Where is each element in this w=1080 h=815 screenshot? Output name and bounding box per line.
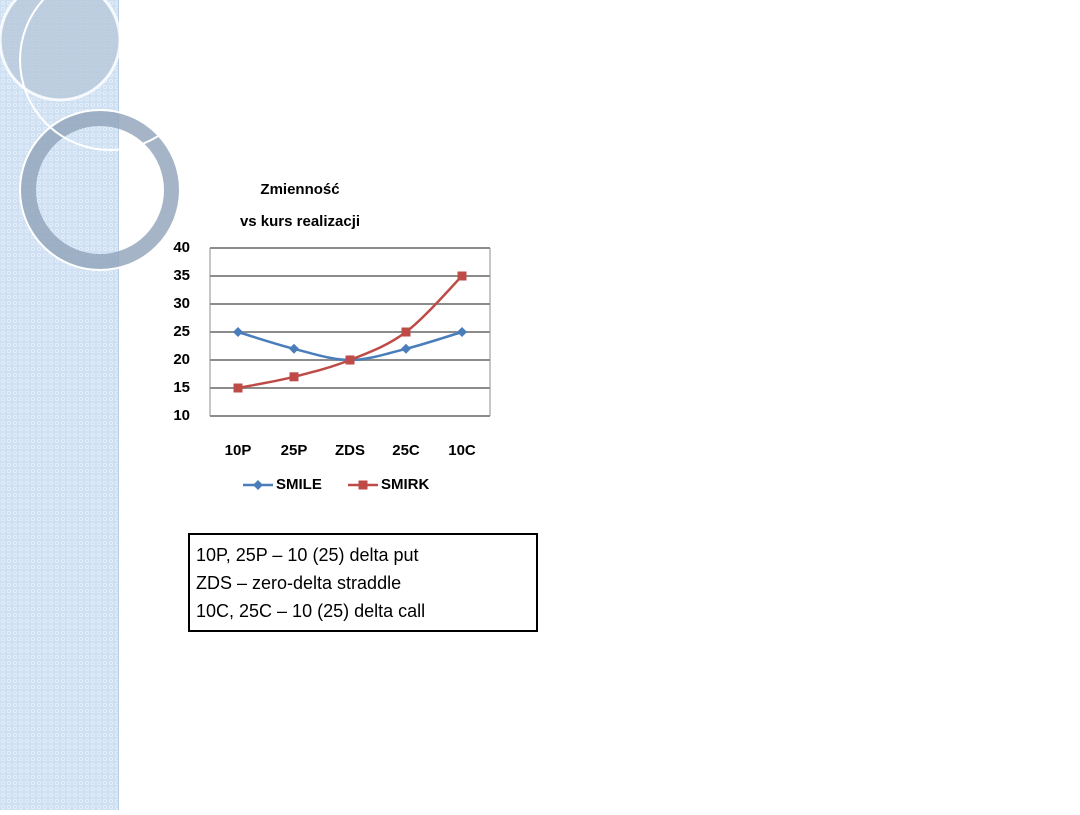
- point: [457, 327, 467, 337]
- legend-marker: [253, 480, 263, 490]
- point: [345, 355, 355, 365]
- note-line: 10C, 25C – 10 (25) delta call: [196, 601, 425, 621]
- chart-title: Zmienność: [260, 181, 339, 198]
- y-tick-label: 15: [173, 379, 190, 396]
- side-decoration: [0, 0, 201, 810]
- x-tick-label: 10C: [448, 442, 476, 459]
- x-tick-label: 25C: [392, 442, 420, 459]
- y-tick-label: 25: [173, 323, 190, 340]
- legend-label: SMILE: [276, 476, 322, 493]
- note-line: 10P, 25P – 10 (25) delta put: [196, 545, 419, 565]
- x-tick-label: ZDS: [335, 442, 365, 459]
- chart-title: vs kurs realizacji: [240, 213, 360, 230]
- y-tick-label: 35: [173, 267, 190, 284]
- note-line: ZDS – zero-delta straddle: [196, 573, 401, 593]
- legend-marker: [358, 480, 368, 490]
- y-tick-label: 20: [173, 351, 190, 368]
- note-box: 10P, 25P – 10 (25) delta put ZDS – zero-…: [188, 533, 538, 632]
- y-tick-label: 40: [173, 239, 190, 256]
- point: [233, 327, 243, 337]
- point: [289, 343, 299, 354]
- point: [457, 271, 467, 281]
- x-tick-label: 25P: [281, 442, 308, 459]
- legend-label: SMIRK: [381, 476, 430, 493]
- plot: 10 15 20 25 30 35 40 10P 25P ZDS 25C 10C SMILE SMIRK: [173, 239, 491, 493]
- point: [401, 343, 411, 354]
- point: [401, 327, 411, 337]
- point: [233, 383, 243, 393]
- point: [289, 372, 299, 382]
- x-tick-label: 10P: [225, 442, 252, 459]
- y-tick-label: 30: [173, 295, 190, 312]
- y-tick-label: 10: [173, 407, 190, 424]
